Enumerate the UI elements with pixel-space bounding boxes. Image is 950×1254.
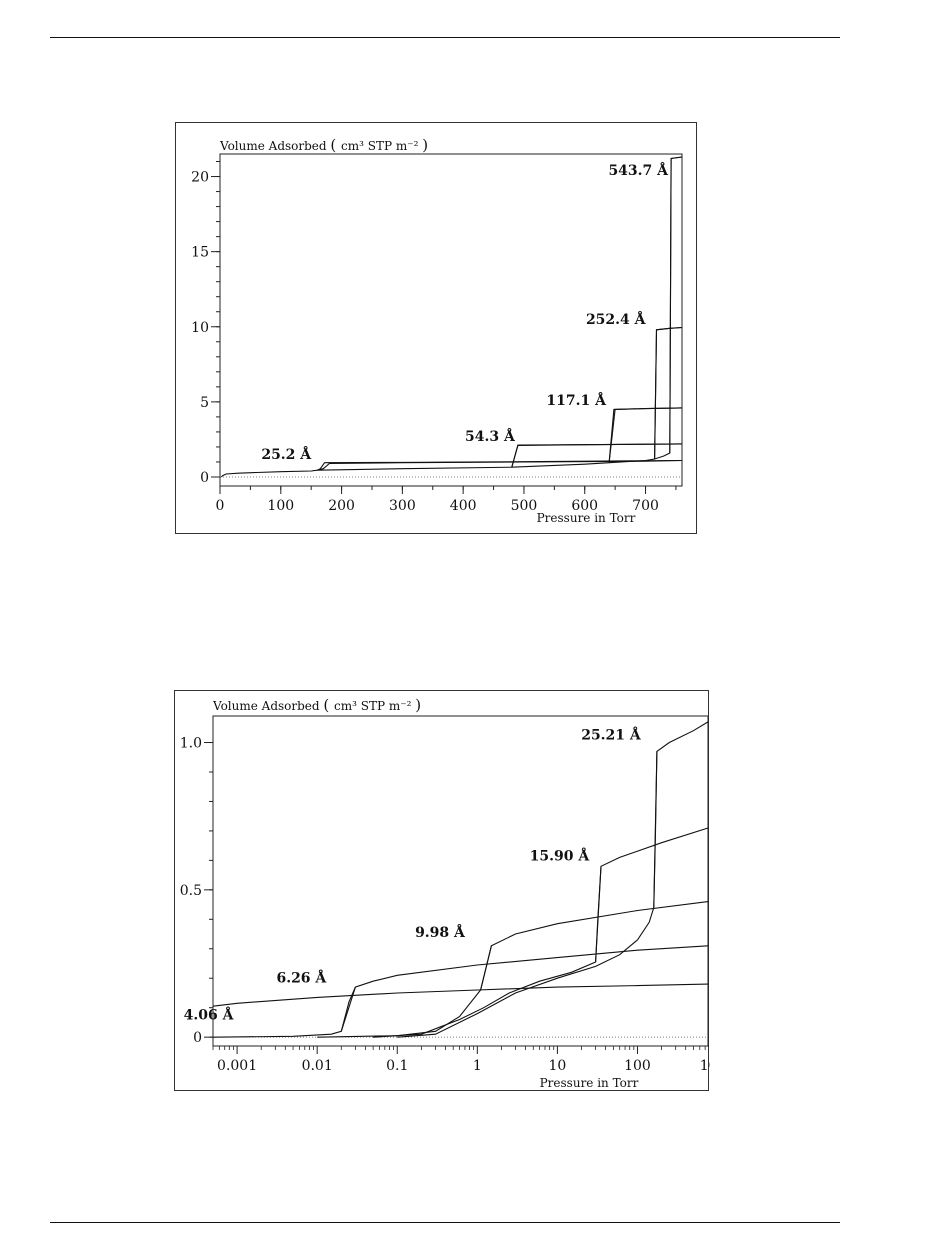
x-tick-label: 0.1: [386, 1058, 408, 1074]
series-label: 117.1 Å: [546, 391, 607, 409]
y-axis-label: Volume Adsorbed ( cm³ STP m⁻² ): [219, 136, 428, 154]
x-axis-label: Pressure in Torr: [537, 511, 636, 525]
series-label: 6.26 Å: [276, 969, 327, 987]
series-label: 9.98 Å: [415, 923, 466, 941]
x-axis-label: Pressure in Torr: [540, 1076, 639, 1090]
chart-panel-linear: Volume Adsorbed ( cm³ STP m⁻² ) Pressure …: [175, 122, 697, 534]
series-label: 25.2 Å: [261, 445, 312, 463]
series-desorption-line: [654, 326, 683, 460]
series-desorption-line: [480, 945, 492, 991]
series-label: 4.06 Å: [184, 1005, 235, 1023]
series-label: 15.90 Å: [530, 846, 591, 864]
x-tick-label: 300: [389, 498, 416, 514]
y-tick-label: 15: [191, 245, 209, 261]
series-label: 252.4 Å: [586, 310, 647, 328]
x-tick-label: 0.001: [217, 1058, 257, 1074]
series-desorption-line: [317, 459, 683, 471]
series-desorption-line: [511, 443, 683, 468]
x-tick-label: 400: [450, 498, 477, 514]
x-tick-label: 0: [216, 498, 225, 514]
series-label: 25.21 Å: [581, 726, 642, 744]
x-tick-label: 100: [624, 1058, 651, 1074]
x-tick-label: 1: [473, 1058, 482, 1074]
bottom-rule: [50, 1222, 840, 1223]
y-tick-label: 20: [191, 170, 209, 186]
y-tick-label: 10: [191, 320, 209, 336]
y-tick-label: 0: [200, 470, 209, 486]
x-tick-label: 700: [632, 498, 659, 514]
x-tick-label: 500: [511, 498, 538, 514]
y-axis-label: Volume Adsorbed ( cm³ STP m⁻² ): [212, 696, 421, 714]
x-tick-label: 0.01: [302, 1058, 333, 1074]
x-tick-label: 1000: [700, 1058, 710, 1074]
series-desorption-line: [340, 986, 356, 1032]
y-tick-label: 1.0: [180, 736, 202, 752]
y-tick-label: 0: [193, 1030, 202, 1046]
series-adsorption-line: [397, 721, 709, 1038]
x-tick-label: 200: [328, 498, 355, 514]
y-tick-label: 0.5: [180, 883, 202, 899]
plot-frame: [219, 153, 683, 487]
series-adsorption-line: [373, 827, 709, 1038]
series-desorption-line: [669, 156, 683, 454]
series-adsorption-line: [317, 443, 683, 471]
series-label: 54.3 Å: [465, 427, 516, 445]
series-adsorption-line: [609, 326, 683, 464]
series-adsorption-line: [212, 945, 709, 1038]
chart-linear-svg: Volume Adsorbed ( cm³ STP m⁻² ) Pressure …: [191, 136, 683, 525]
x-tick-label: 600: [571, 498, 598, 514]
series-adsorption-line: [654, 156, 683, 460]
series-label: 543.7 Å: [608, 161, 669, 179]
top-rule: [50, 37, 840, 38]
series-desorption-line: [608, 407, 683, 463]
x-tick-label: 100: [267, 498, 294, 514]
chart-log-svg: Volume Adsorbed ( cm³ STP m⁻² ) Pressure …: [180, 696, 710, 1090]
x-tick-label: 10: [548, 1058, 566, 1074]
plot-frame: [212, 715, 709, 1047]
chart-panel-log: Volume Adsorbed ( cm³ STP m⁻² ) Pressure …: [174, 690, 710, 1091]
y-tick-label: 5: [200, 395, 209, 411]
series-desorption-line: [595, 866, 602, 963]
series-adsorption-line: [212, 983, 709, 1007]
series-desorption-line: [653, 751, 658, 908]
